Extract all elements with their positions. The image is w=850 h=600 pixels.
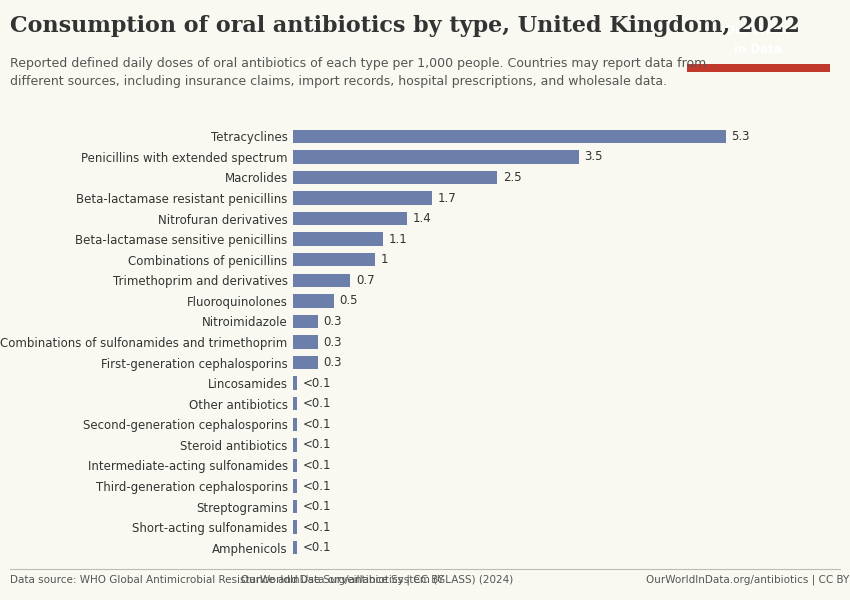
Text: OurWorldInData.org/antibiotics | CC BY: OurWorldInData.org/antibiotics | CC BY (10, 575, 445, 586)
Text: <0.1: <0.1 (303, 541, 332, 554)
Bar (293, 150, 579, 164)
Text: 0.3: 0.3 (324, 335, 342, 349)
Text: 1.7: 1.7 (438, 191, 456, 205)
Text: <0.1: <0.1 (303, 459, 332, 472)
Text: <0.1: <0.1 (303, 479, 332, 493)
Text: 1.1: 1.1 (388, 233, 407, 245)
Bar (293, 376, 298, 390)
Bar (293, 356, 318, 369)
Bar (293, 541, 298, 554)
Text: 1.4: 1.4 (413, 212, 432, 225)
Bar (293, 520, 298, 534)
Text: <0.1: <0.1 (303, 397, 332, 410)
Bar (293, 191, 432, 205)
Text: 0.3: 0.3 (324, 356, 342, 369)
Text: 0.3: 0.3 (324, 315, 342, 328)
Bar (293, 294, 334, 308)
Bar (293, 397, 298, 410)
Bar (293, 418, 298, 431)
Text: <0.1: <0.1 (303, 521, 332, 533)
Text: <0.1: <0.1 (303, 418, 332, 431)
Text: Data source: WHO Global Antimicrobial Resistance and Use Surveillance System (GL: Data source: WHO Global Antimicrobial Re… (10, 575, 513, 585)
Text: Consumption of oral antibiotics by type, United Kingdom, 2022: Consumption of oral antibiotics by type,… (10, 15, 800, 37)
Bar (293, 171, 497, 184)
Text: <0.1: <0.1 (303, 439, 332, 451)
Bar (293, 315, 318, 328)
Bar (293, 253, 375, 266)
Bar (293, 232, 383, 246)
Bar (293, 500, 298, 513)
Text: 3.5: 3.5 (585, 151, 603, 163)
Text: OurWorldInData.org/antibiotics | CC BY: OurWorldInData.org/antibiotics | CC BY (646, 575, 849, 586)
Bar (293, 479, 298, 493)
Text: Our World: Our World (725, 25, 791, 37)
Text: 2.5: 2.5 (503, 171, 522, 184)
Bar (687, 64, 830, 72)
Bar (293, 130, 726, 143)
Text: <0.1: <0.1 (303, 500, 332, 513)
Text: 5.3: 5.3 (731, 130, 750, 143)
Bar (293, 438, 298, 452)
Text: <0.1: <0.1 (303, 377, 332, 389)
Text: 0.7: 0.7 (356, 274, 375, 287)
Text: in Data: in Data (734, 43, 782, 56)
Text: 0.5: 0.5 (340, 295, 358, 307)
Text: 1: 1 (381, 253, 388, 266)
Text: Reported defined daily doses of oral antibiotics of each type per 1,000 people. : Reported defined daily doses of oral ant… (10, 57, 706, 88)
Bar (293, 459, 298, 472)
Bar (293, 212, 407, 225)
Bar (293, 335, 318, 349)
Bar (293, 274, 350, 287)
